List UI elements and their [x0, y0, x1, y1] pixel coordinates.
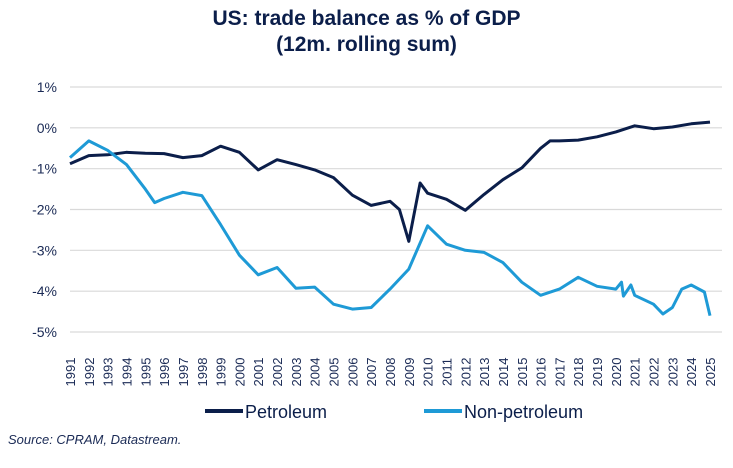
y-tick-label: -3% [32, 242, 57, 258]
x-tick-label: 1997 [176, 358, 191, 387]
y-tick-label: -2% [32, 202, 57, 218]
x-tick-label: 1996 [157, 358, 172, 387]
y-tick-label: -4% [32, 283, 57, 299]
x-tick-label: 2004 [308, 358, 323, 387]
x-tick-label: 1992 [82, 358, 97, 387]
x-tick-label: 2001 [251, 358, 266, 387]
y-tick-label: 1% [37, 79, 57, 95]
x-tick-label: 2021 [628, 358, 643, 387]
x-tick-label: 2023 [665, 358, 680, 387]
x-tick-label: 2018 [571, 358, 586, 387]
chart-title-line-1: US: trade balance as % of GDP [212, 7, 521, 30]
x-tick-label: 1999 [214, 358, 229, 387]
x-tick-label: 2003 [289, 358, 304, 387]
x-tick-label: 2005 [327, 358, 342, 387]
x-tick-label: 2002 [270, 358, 285, 387]
x-tick-label: 2022 [647, 358, 662, 387]
x-tick-label: 2006 [345, 358, 360, 387]
legend-label: Petroleum [245, 402, 327, 422]
x-tick-label: 2024 [684, 358, 699, 387]
legend-label: Non-petroleum [464, 402, 583, 422]
y-tick-label: -5% [32, 324, 57, 340]
x-tick-label: 2017 [552, 358, 567, 387]
x-tick-label: 1995 [138, 358, 153, 387]
x-tick-label: 2011 [439, 358, 454, 386]
x-tick-label: 2007 [364, 358, 379, 387]
x-tick-label: 2008 [383, 358, 398, 387]
chart-title-line-2: (12m. rolling sum) [276, 33, 457, 56]
x-tick-label: 2000 [232, 358, 247, 387]
series-line-non-petroleum [69, 139, 712, 317]
x-tick-label: 2009 [402, 358, 417, 387]
x-tick-label: 1991 [63, 358, 78, 387]
chart-title: US: trade balance as % of GDP (12m. roll… [0, 6, 733, 58]
source-note: Source: CPRAM, Datastream. [8, 432, 182, 447]
y-tick-label: 0% [37, 120, 57, 136]
x-tick-label: 1993 [101, 358, 116, 387]
x-tick-label: 2012 [458, 358, 473, 387]
x-tick-label: 2010 [421, 358, 436, 387]
x-tick-label: 2014 [496, 358, 511, 387]
x-tick-label: 2020 [609, 358, 624, 387]
x-tick-label: 2016 [534, 358, 549, 387]
x-tick-label: 1994 [119, 358, 134, 387]
x-tick-label: 1998 [195, 358, 210, 387]
series-line-petroleum [69, 120, 711, 243]
x-tick-label: 2019 [590, 358, 605, 387]
y-tick-label: -1% [32, 161, 57, 177]
x-tick-label: 2025 [703, 358, 718, 387]
x-tick-label: 2015 [515, 358, 530, 387]
x-tick-label: 2013 [477, 358, 492, 387]
